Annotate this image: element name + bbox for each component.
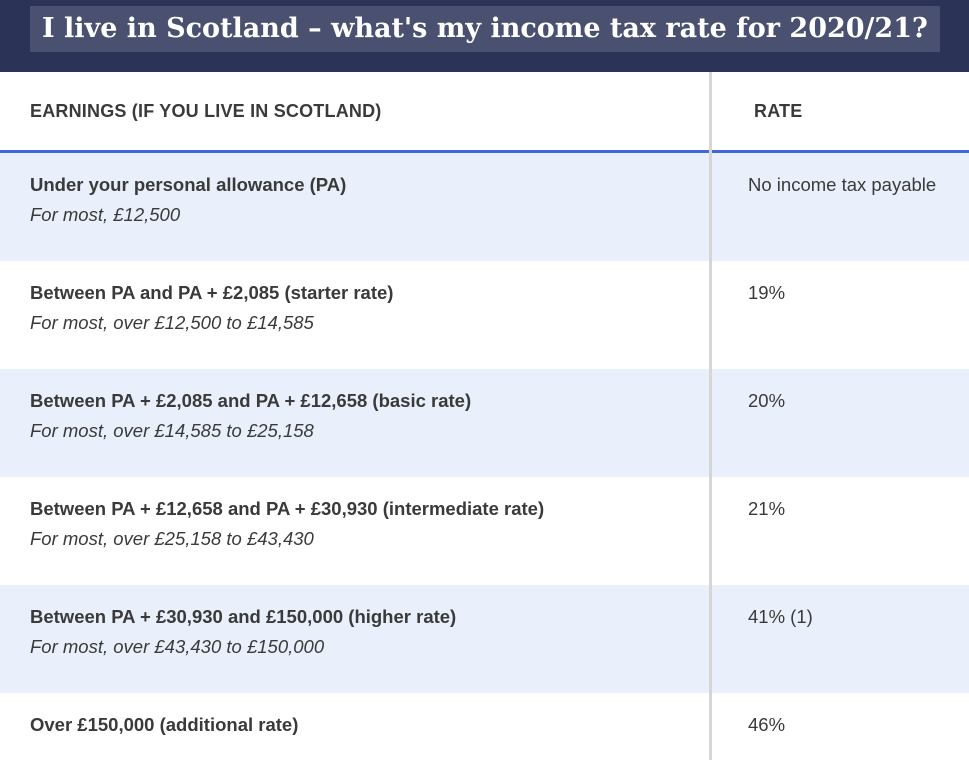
table-row: Between PA + £12,658 and PA + £30,930 (i… [0,477,969,585]
table-row: Between PA + £2,085 and PA + £12,658 (ba… [0,369,969,477]
band-label: Between PA + £12,658 and PA + £30,930 (i… [30,498,545,519]
table-row: Between PA + £30,930 and £150,000 (highe… [0,585,969,693]
band-detail: For most, £12,500 [30,204,181,225]
column-divider [709,72,712,760]
tax-rate-table: EARNINGS (IF YOU LIVE IN SCOTLAND) RATE … [0,72,969,760]
band-label: Between PA + £2,085 and PA + £12,658 (ba… [30,390,472,411]
page-header: I live in Scotland – what's my income ta… [0,0,969,72]
band-label: Between PA and PA + £2,085 (starter rate… [30,282,394,303]
rate-value: 19% [748,282,786,303]
rate-value: 46% [748,714,786,735]
rate-value: 41% (1) [748,606,813,627]
table-header: EARNINGS (IF YOU LIVE IN SCOTLAND) RATE [0,72,969,153]
band-label: Under your personal allowance (PA) [30,174,347,195]
band-label: Over £150,000 (additional rate) [30,714,299,735]
rate-value: 21% [748,498,786,519]
page-title: I live in Scotland – what's my income ta… [30,6,940,52]
band-label: Between PA + £30,930 and £150,000 (highe… [30,606,457,627]
rate-value: No income tax payable [748,174,937,195]
table-row: Between PA and PA + £2,085 (starter rate… [0,261,969,369]
table-row: Over £150,000 (additional rate) 46% [0,693,969,760]
column-header-earnings: EARNINGS (IF YOU LIVE IN SCOTLAND) [30,101,382,121]
column-header-rate: RATE [754,101,803,121]
band-detail: For most, over £12,500 to £14,585 [30,312,314,333]
rate-value: 20% [748,390,786,411]
table-row: Under your personal allowance (PA) For m… [0,153,969,261]
band-detail: For most, over £14,585 to £25,158 [30,420,314,441]
band-detail: For most, over £43,430 to £150,000 [30,636,325,657]
band-detail: For most, over £25,158 to £43,430 [30,528,314,549]
